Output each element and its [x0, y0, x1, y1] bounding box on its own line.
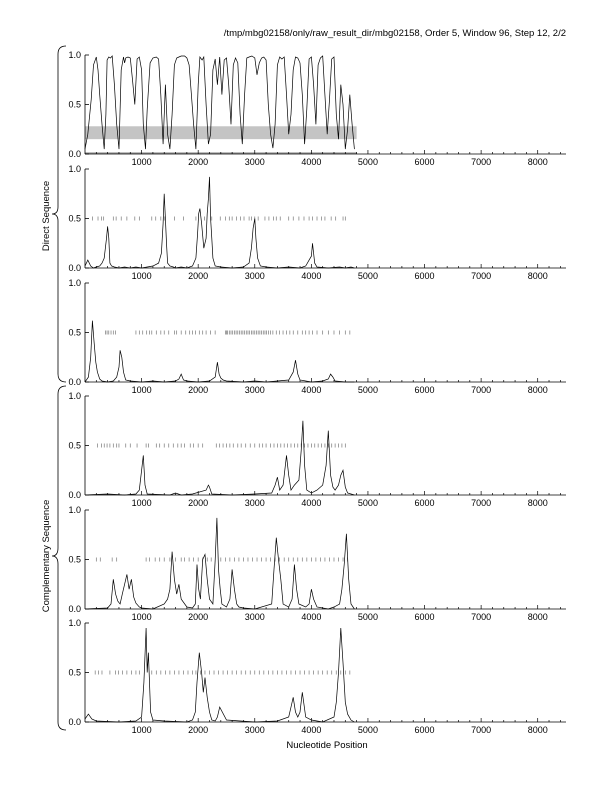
- x-tick-label: 5000: [358, 271, 378, 281]
- header-path: /tmp/mbg02158/only/raw_result_dir/mbg021…: [224, 28, 566, 39]
- x-tick-label: 4000: [301, 271, 321, 281]
- x-tick-label: 3000: [245, 157, 265, 167]
- series-line-1: [84, 320, 355, 383]
- x-tick-label: 8000: [528, 157, 548, 167]
- x-tick-label: 6000: [415, 385, 435, 395]
- x-tick-label: 7000: [471, 725, 491, 735]
- y-tick-label: 1.0: [68, 278, 81, 288]
- panel-5: 0.0 0.5 1.0 1000 2000 3000 4000 5000 6000 7000 800…: [68, 505, 566, 622]
- panels-group: 0.0 0.5 1.0 1000 2000 3000 4000 5000 6000 7000 800…: [68, 50, 566, 735]
- x-tick-label: 2000: [188, 157, 208, 167]
- x-tick-label: 5000: [358, 498, 378, 508]
- y-tick-label: 0.5: [68, 555, 81, 565]
- series-line-1: [84, 55, 355, 150]
- x-tick-label: 8000: [528, 385, 548, 395]
- y-tick-label: 0.5: [68, 328, 81, 338]
- x-tick-label: 1000: [132, 385, 152, 395]
- y-tick-label: 1.0: [68, 164, 81, 174]
- x-tick-label: 1000: [132, 612, 152, 622]
- x-tick-label: 7000: [471, 612, 491, 622]
- y-tick-label: 0.0: [68, 149, 81, 159]
- y-tick-label: 0.0: [68, 604, 81, 614]
- y-tick-label: 0.0: [68, 377, 81, 387]
- direct-sequence-brace: [51, 45, 67, 383]
- x-tick-label: 8000: [528, 725, 548, 735]
- series-line-1: [84, 627, 355, 723]
- x-tick-label: 6000: [415, 157, 435, 167]
- x-tick-label: 7000: [471, 498, 491, 508]
- x-tick-label: 2000: [188, 725, 208, 735]
- y-tick-label: 0.5: [68, 214, 81, 224]
- x-tick-label: 5000: [358, 157, 378, 167]
- x-tick-label: 1000: [132, 271, 152, 281]
- x-tick-label: 3000: [245, 612, 265, 622]
- y-tick-label: 0.0: [68, 263, 81, 273]
- series-line-1: [84, 517, 355, 610]
- x-axis-label: Nucleotide Position: [286, 740, 367, 751]
- x-tick-label: 4000: [301, 725, 321, 735]
- y-tick-label: 0.0: [68, 490, 81, 500]
- y-tick-label: 1.0: [68, 50, 81, 60]
- panel-6: 0.0 0.5 1.0 1000 2000 3000 4000 5000 6000 7000 800…: [68, 618, 566, 735]
- y-tick-label: 1.0: [68, 391, 81, 401]
- x-tick-label: 8000: [528, 498, 548, 508]
- x-tick-label: 6000: [415, 725, 435, 735]
- series-line-1: [84, 420, 355, 496]
- series-line-1: [84, 176, 355, 269]
- direct-sequence-label: Direct Sequence: [41, 181, 52, 251]
- x-tick-label: 8000: [528, 271, 548, 281]
- x-tick-label: 6000: [415, 498, 435, 508]
- x-tick-label: 2000: [188, 271, 208, 281]
- y-tick-label: 1.0: [68, 505, 81, 515]
- x-tick-label: 6000: [415, 271, 435, 281]
- y-tick-label: 1.0: [68, 618, 81, 628]
- threshold-band: [85, 126, 357, 140]
- x-tick-label: 4000: [301, 157, 321, 167]
- x-tick-label: 3000: [245, 271, 265, 281]
- x-tick-label: 5000: [358, 385, 378, 395]
- x-tick-label: 4000: [301, 498, 321, 508]
- x-tick-label: 2000: [188, 385, 208, 395]
- x-tick-label: 2000: [188, 612, 208, 622]
- x-tick-label: 3000: [245, 385, 265, 395]
- panel-2: 0.0 0.5 1.0 1000 2000 3000 4000 5000 6000 7000 800…: [68, 164, 566, 281]
- x-tick-label: 3000: [245, 725, 265, 735]
- panel-3: 0.0 0.5 1.0 1000 2000 3000 4000 5000 6000 7000 800…: [68, 278, 566, 395]
- x-tick-label: 3000: [245, 498, 265, 508]
- complementary-sequence-brace: [51, 385, 67, 731]
- complementary-sequence-label: Complementary Sequence: [41, 500, 52, 612]
- x-tick-label: 2000: [188, 498, 208, 508]
- x-tick-label: 7000: [471, 271, 491, 281]
- x-tick-label: 4000: [301, 385, 321, 395]
- y-tick-label: 0.5: [68, 100, 81, 110]
- x-tick-label: 6000: [415, 612, 435, 622]
- x-tick-label: 1000: [132, 498, 152, 508]
- x-tick-label: 5000: [358, 725, 378, 735]
- x-tick-label: 7000: [471, 157, 491, 167]
- y-tick-label: 0.0: [68, 717, 81, 727]
- x-tick-label: 4000: [301, 612, 321, 622]
- panel-1: 0.0 0.5 1.0 1000 2000 3000 4000 5000 6000 7000 800…: [68, 50, 566, 167]
- panel-4: 0.0 0.5 1.0 1000 2000 3000 4000 5000 6000 7000 800…: [68, 391, 566, 508]
- x-tick-label: 7000: [471, 385, 491, 395]
- y-tick-label: 0.5: [68, 441, 81, 451]
- x-tick-label: 8000: [528, 612, 548, 622]
- x-tick-label: 1000: [132, 725, 152, 735]
- x-tick-label: 5000: [358, 612, 378, 622]
- x-tick-label: 1000: [132, 157, 152, 167]
- y-tick-label: 0.5: [68, 668, 81, 678]
